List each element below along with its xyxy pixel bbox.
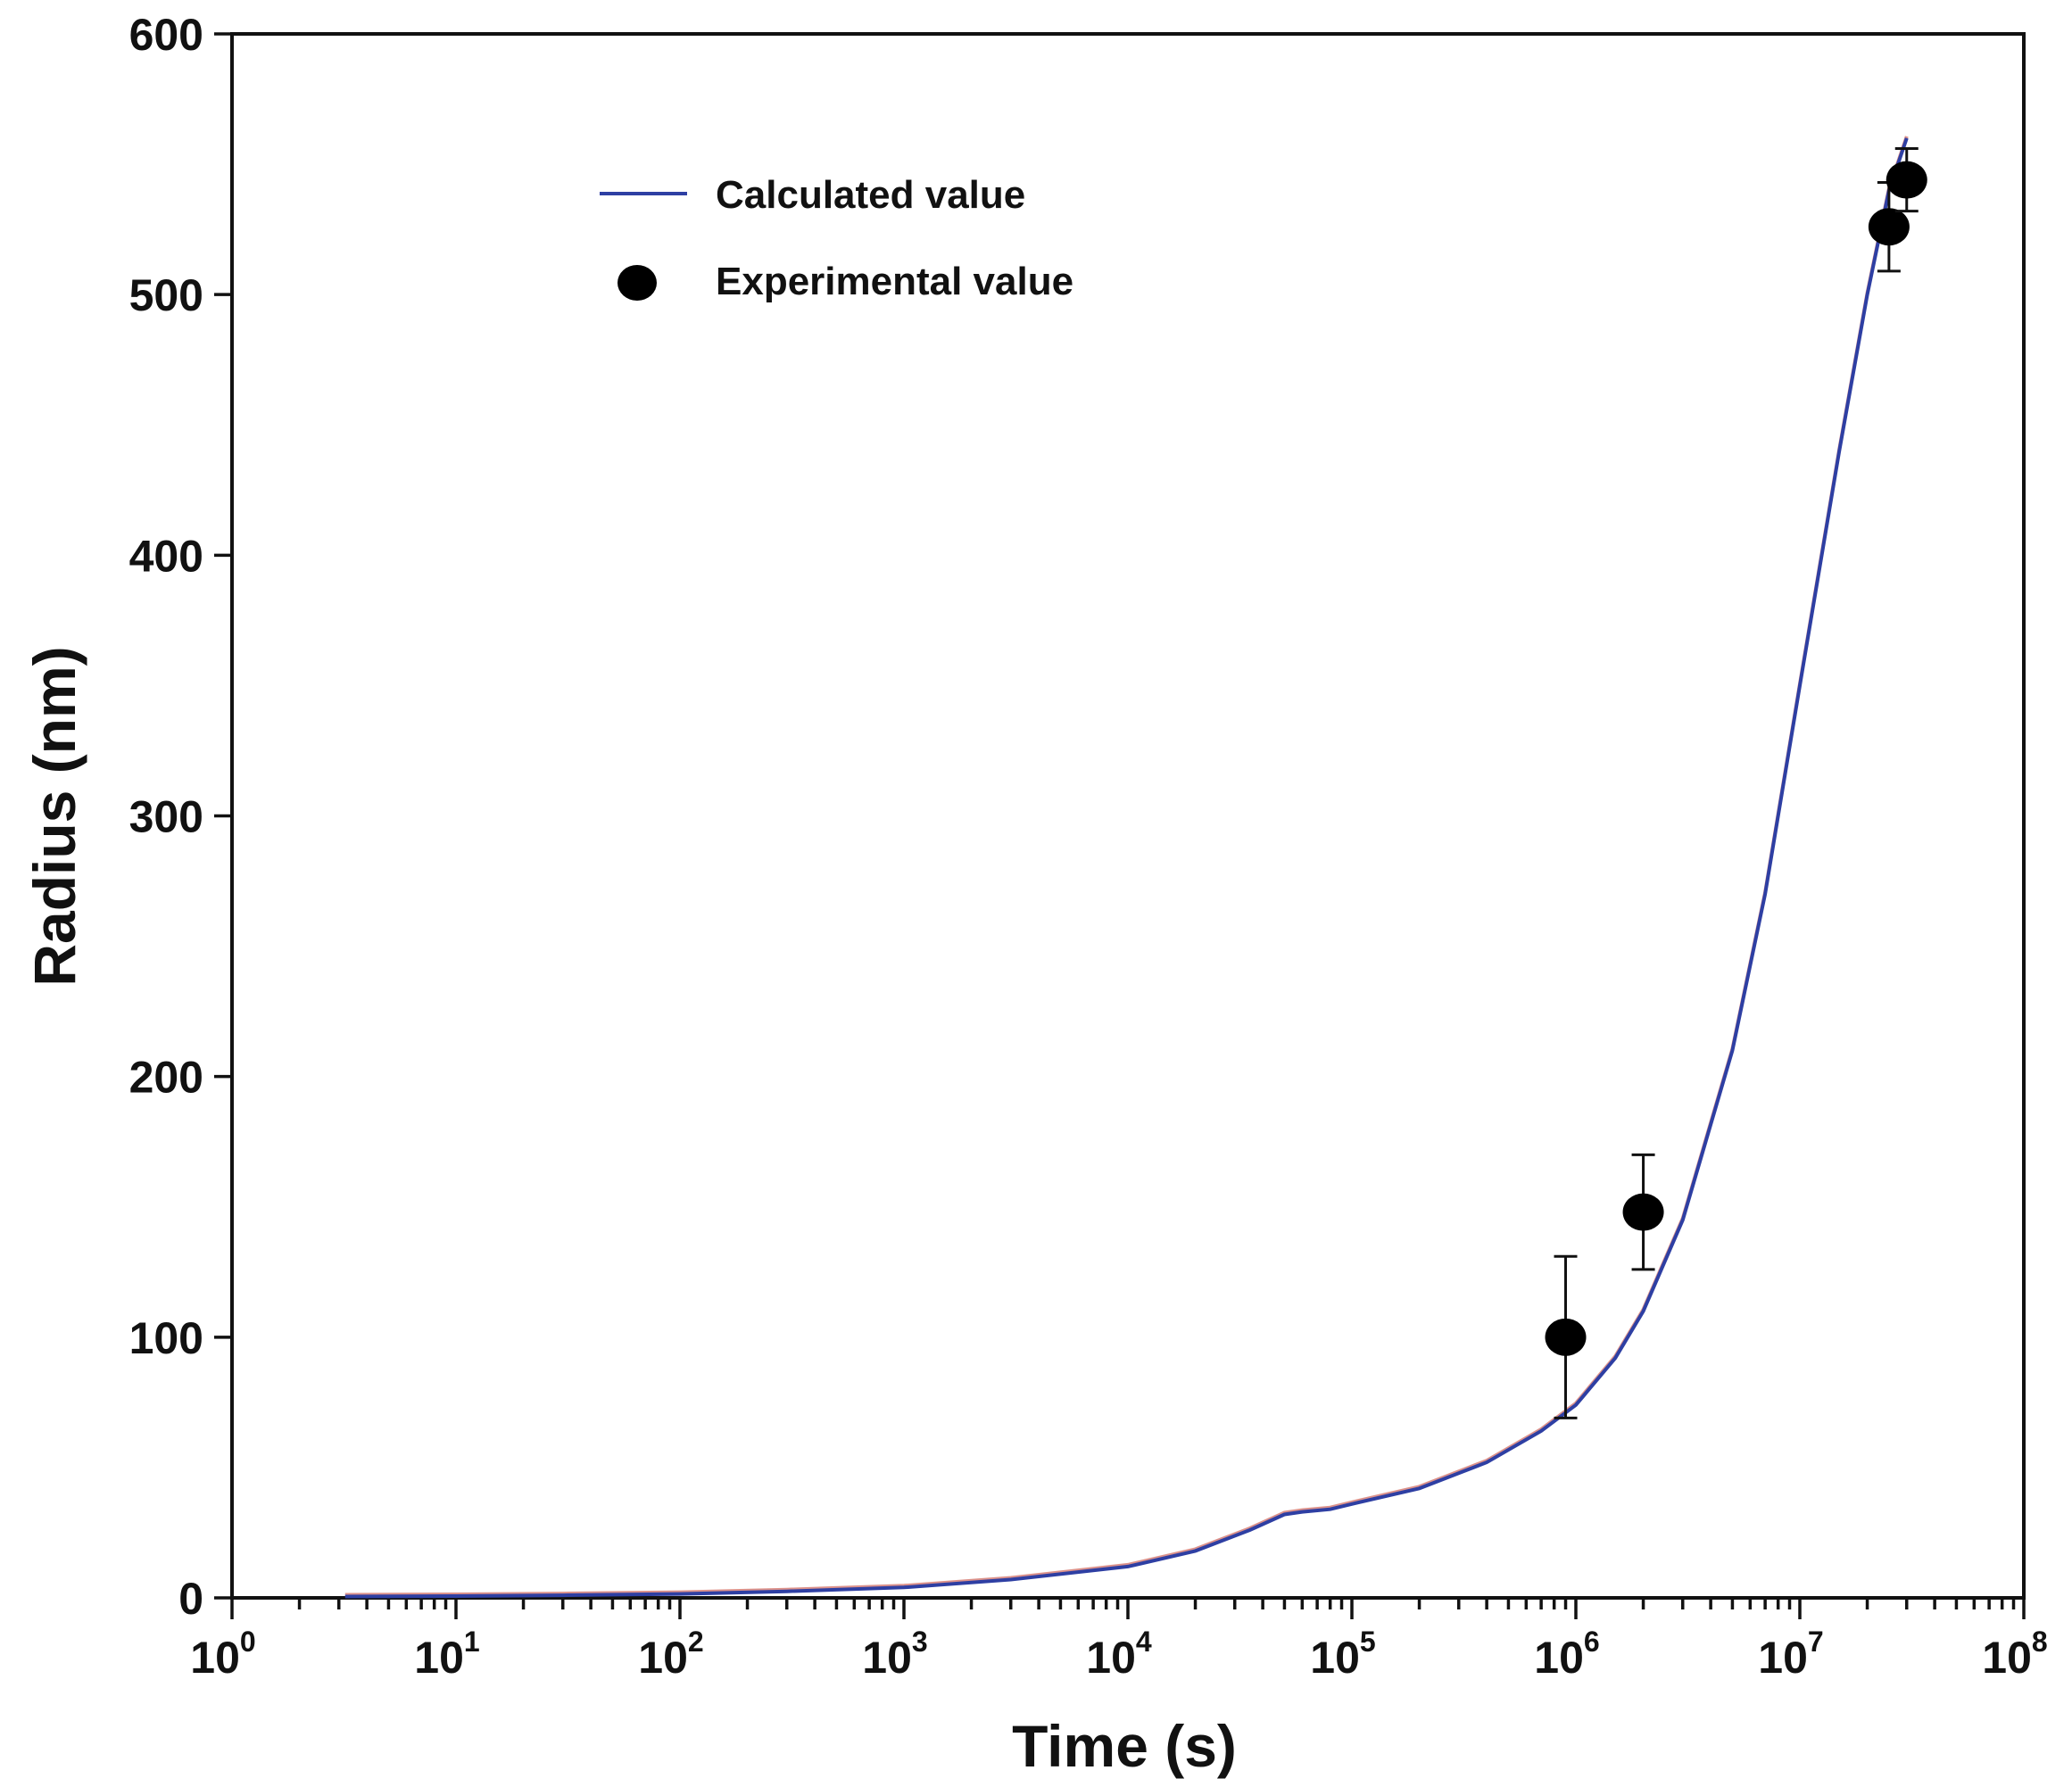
y-tick-label: 200 (129, 1053, 203, 1103)
legend-label-calculated: Calculated value (716, 173, 1025, 217)
x-tick-label: 104 (1086, 1626, 1152, 1683)
x-tick-exponent: 1 (464, 1626, 480, 1658)
plot-frame (230, 32, 2026, 1600)
x-tick-base: 10 (414, 1633, 464, 1683)
x-tick-exponent: 6 (1584, 1626, 1600, 1658)
experimental-point (1545, 1254, 1587, 1419)
calculated-value-line (344, 137, 1909, 1599)
y-tick-label: 600 (129, 10, 203, 60)
series-layer (344, 136, 1927, 1599)
x-tick-base: 10 (190, 1633, 240, 1683)
x-tick-label: 105 (1310, 1626, 1375, 1683)
x-axis-tick-labels: 100 101 102 103 104 105 106 107 108 (190, 1626, 2047, 1683)
x-tick-base: 10 (1758, 1633, 1808, 1683)
y-tick-label: 100 (129, 1313, 203, 1363)
x-tick-exponent: 3 (912, 1626, 928, 1658)
x-tick-label: 102 (638, 1626, 703, 1683)
experimental-point (1886, 147, 1927, 213)
y-tick-label: 300 (129, 792, 203, 842)
calculated-value-line-shadow (344, 136, 1909, 1597)
x-tick-label: 108 (1982, 1626, 2047, 1683)
experimental-marker (1545, 1318, 1587, 1356)
x-tick-base: 10 (1982, 1633, 2032, 1683)
y-tick-label: 0 (178, 1574, 203, 1624)
x-tick-label: 107 (1758, 1626, 1823, 1683)
legend-label-experimental: Experimental value (716, 260, 1073, 303)
x-tick-label: 100 (190, 1626, 255, 1683)
experimental-marker (1886, 161, 1927, 199)
x-tick-base: 10 (862, 1633, 912, 1683)
x-tick-exponent: 7 (1808, 1626, 1824, 1658)
x-tick-exponent: 5 (1360, 1626, 1376, 1658)
y-axis-title: Radius (nm) (21, 646, 87, 986)
legend-dot-swatch (617, 265, 657, 301)
x-tick-base: 10 (638, 1633, 688, 1683)
experimental-point (1622, 1153, 1664, 1271)
y-tick-label: 500 (129, 270, 203, 320)
x-tick-exponent: 0 (240, 1626, 256, 1658)
x-tick-label: 106 (1534, 1626, 1599, 1683)
x-tick-base: 10 (1086, 1633, 1136, 1683)
x-tick-base: 10 (1310, 1633, 1360, 1683)
x-axis-title: Time (s) (1012, 1713, 1237, 1779)
legend: Calculated value Experimental value (600, 173, 1073, 303)
y-tick-label: 400 (129, 531, 203, 581)
experimental-marker (1622, 1193, 1664, 1231)
x-tick-label: 101 (414, 1626, 479, 1683)
axis-ticks (214, 32, 2026, 1619)
y-axis-tick-labels: 0 100 200 300 400 500 600 (129, 10, 203, 1624)
x-tick-base: 10 (1534, 1633, 1584, 1683)
x-tick-exponent: 2 (688, 1626, 704, 1658)
x-tick-exponent: 4 (1136, 1626, 1152, 1658)
experimental-marker (1868, 208, 1910, 246)
x-tick-label: 103 (862, 1626, 927, 1683)
x-tick-exponent: 8 (2032, 1626, 2048, 1658)
